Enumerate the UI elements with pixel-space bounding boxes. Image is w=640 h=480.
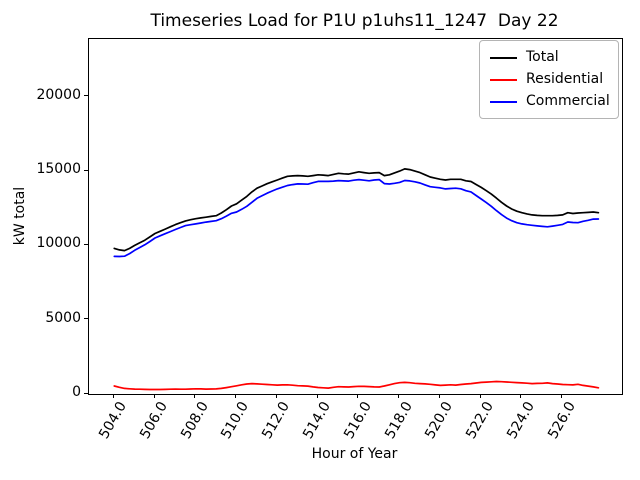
x-tick-label: 520.0 [422,399,457,442]
x-tick-label: 516.0 [340,399,375,442]
y-tick-label: 15000 [36,161,81,178]
legend-line-residential-swatch [490,78,517,81]
y-tick-label: 0 [72,384,81,400]
x-tickmark [194,394,196,398]
x-tickmark [479,394,481,398]
x-tick-label: 518.0 [381,399,416,442]
y-tick-label: 20000 [36,86,81,103]
x-tick-label: 506.0 [137,399,171,442]
x-tickmark [561,394,563,398]
x-tickmark [112,394,114,398]
y-tick-label: 5000 [45,309,81,326]
y-tickmark [84,95,88,97]
x-tick-label: 524.0 [503,399,538,442]
y-tick-label: 10000 [36,235,81,252]
x-tick-label: 512.0 [259,399,294,442]
x-tick-label: 526.0 [544,399,579,442]
y-tickmark [84,169,88,171]
x-tickmark [235,394,237,398]
y-axis-label: kW total [12,186,28,246]
legend-item-commercial: Commercial [490,93,610,110]
x-tick-label: 522.0 [463,399,498,442]
chart-title: Timeseries Load for P1U p1uhs11_1247 Day… [150,11,559,31]
legend-item-total: Total [490,49,608,66]
x-tick-label: 504.0 [96,399,131,442]
y-tickmark [84,318,88,320]
x-tickmark [357,394,359,398]
series-line-commercial [113,178,600,258]
x-tickmark [275,394,277,398]
series-line-total [113,168,600,252]
y-tickmark [84,392,88,394]
x-tickmark [316,394,318,398]
legend-line-commercial-swatch [490,100,517,103]
series-line-residential [113,380,600,391]
x-tick-label: 510.0 [218,399,253,442]
legend: Total Residential Commercial [479,40,619,119]
x-tickmark [153,394,155,398]
line-plot [113,168,600,391]
x-axis-label: Hour of Year [311,446,398,462]
x-tick-label: 514.0 [300,399,334,442]
legend-item-residential: Residential [490,71,608,88]
x-tickmark [520,394,522,398]
legend-line-total-swatch [490,56,517,59]
legend-label-residential: Residential [526,71,604,87]
legend-label-commercial: Commercial [526,93,610,109]
x-tickmark [438,394,440,398]
x-tick-label: 508.0 [177,399,212,442]
y-tickmark [84,243,88,245]
legend-label-total: Total [526,49,559,65]
x-tickmark [398,394,400,398]
